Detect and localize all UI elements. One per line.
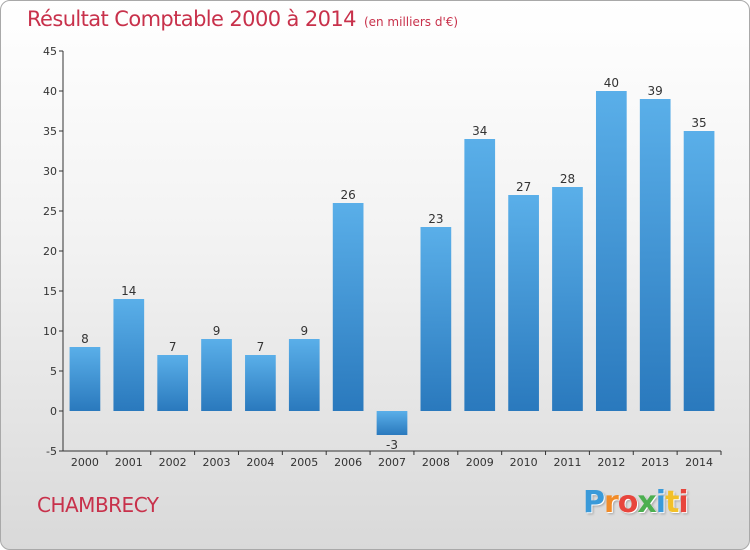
logo-letter: x bbox=[637, 485, 656, 520]
x-tick-label-2010: 2010 bbox=[510, 456, 538, 469]
x-tick-label-2003: 2003 bbox=[203, 456, 231, 469]
x-tick-label-2009: 2009 bbox=[466, 456, 494, 469]
logo-letter: r bbox=[604, 485, 619, 520]
proxiti-logo: Proxiti bbox=[583, 485, 689, 520]
value-label-2011: 28 bbox=[560, 172, 575, 186]
chart-axes: -5 0 5 10 15 20 25 30 35 40 45 2000 2001 2002 2003 2004… bbox=[43, 45, 722, 469]
value-label-2000: 8 bbox=[81, 332, 89, 346]
value-label-2007: -3 bbox=[386, 438, 398, 452]
bar-2003 bbox=[201, 339, 232, 411]
value-label-2009: 34 bbox=[472, 124, 487, 138]
x-tick-label-2011: 2011 bbox=[553, 456, 581, 469]
bar-2006 bbox=[332, 203, 364, 411]
x-tick-label-2013: 2013 bbox=[641, 456, 669, 469]
y-tick-label: 25 bbox=[43, 205, 57, 218]
y-tick-label: -5 bbox=[46, 445, 57, 458]
value-label-2005: 9 bbox=[300, 324, 308, 338]
bar-2014 bbox=[683, 131, 715, 411]
y-tick-label: 20 bbox=[43, 245, 57, 258]
chart-bars bbox=[69, 91, 715, 435]
x-tick-label-2007: 2007 bbox=[378, 456, 406, 469]
y-tick-label: 30 bbox=[43, 165, 57, 178]
value-label-2006: 26 bbox=[340, 188, 355, 202]
x-tick-label-2006: 2006 bbox=[334, 456, 362, 469]
logo-letter: i bbox=[678, 485, 688, 520]
chart-labels: 8 14 7 9 7 9 26 -3 23 34 27 28 40 39 35 bbox=[81, 76, 707, 452]
value-label-2012: 40 bbox=[604, 76, 619, 90]
x-tick-label-2012: 2012 bbox=[597, 456, 625, 469]
bar-2009 bbox=[464, 139, 496, 411]
x-tick-label-2002: 2002 bbox=[159, 456, 187, 469]
bar-2002 bbox=[157, 355, 189, 411]
value-label-2014: 35 bbox=[691, 116, 706, 130]
value-label-2004: 7 bbox=[257, 340, 265, 354]
logo-letter: t bbox=[665, 485, 679, 520]
chart-title-text: Résultat Comptable 2000 à 2014 bbox=[27, 7, 357, 31]
commune-name: CHAMBRECY bbox=[37, 493, 159, 517]
logo-letter: o bbox=[617, 485, 639, 520]
logo-letter: i bbox=[655, 485, 666, 520]
chart-subtitle: (en milliers d'€) bbox=[363, 15, 459, 29]
bar-2004 bbox=[245, 355, 276, 411]
chart-title: Résultat Comptable 2000 à 2014 (en millie… bbox=[27, 7, 458, 31]
bar-2008 bbox=[420, 227, 452, 411]
y-tick-label: 0 bbox=[50, 405, 57, 418]
y-tick-label: 10 bbox=[43, 325, 57, 338]
y-tick-label: 5 bbox=[50, 365, 57, 378]
value-label-2001: 14 bbox=[121, 284, 136, 298]
value-label-2003: 9 bbox=[213, 324, 221, 338]
value-label-2002: 7 bbox=[169, 340, 177, 354]
bar-2013 bbox=[639, 99, 671, 411]
value-label-2013: 39 bbox=[648, 84, 663, 98]
bar-2001 bbox=[113, 299, 145, 411]
bar-2005 bbox=[288, 339, 320, 411]
bar-2010 bbox=[508, 195, 539, 411]
x-tick-label-2000: 2000 bbox=[71, 456, 99, 469]
value-label-2008: 23 bbox=[428, 212, 443, 226]
bar-2011 bbox=[552, 187, 583, 411]
value-label-2010: 27 bbox=[516, 180, 531, 194]
x-tick-label-2008: 2008 bbox=[422, 456, 450, 469]
bar-2007 bbox=[376, 411, 408, 435]
bar-2000 bbox=[69, 347, 101, 411]
y-tick-label: 35 bbox=[43, 125, 57, 138]
y-tick-label: 40 bbox=[43, 85, 57, 98]
x-tick-label-2014: 2014 bbox=[685, 456, 713, 469]
x-tick-label-2001: 2001 bbox=[115, 456, 143, 469]
y-tick-label: 45 bbox=[43, 45, 57, 58]
x-tick-label-2004: 2004 bbox=[246, 456, 274, 469]
bar-2012 bbox=[595, 91, 627, 411]
y-tick-label: 15 bbox=[43, 285, 57, 298]
logo-letter: P bbox=[583, 485, 605, 520]
x-tick-label-2005: 2005 bbox=[290, 456, 318, 469]
